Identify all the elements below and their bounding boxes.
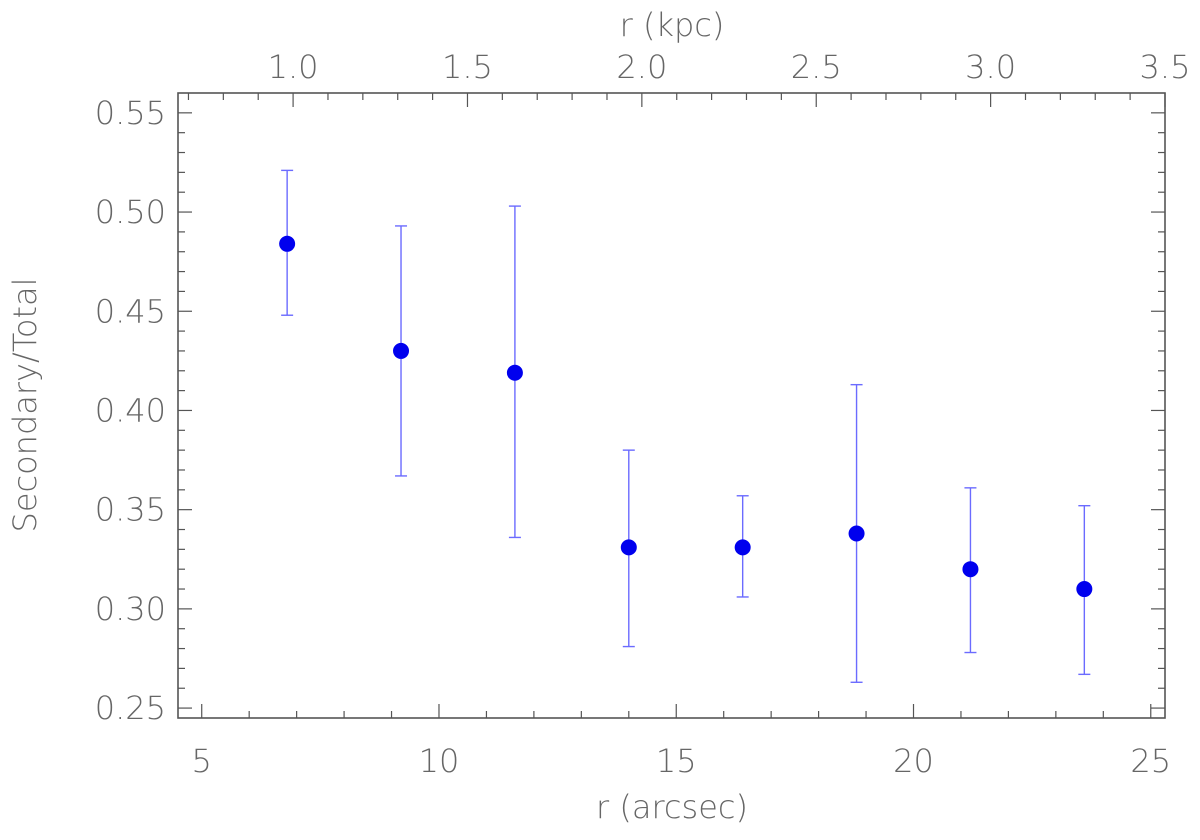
x-tick-label: 10 — [419, 742, 460, 780]
data-point — [734, 539, 751, 556]
top-x-tick-label: 3.0 — [965, 48, 1016, 86]
error-bars — [281, 169, 1091, 683]
top-x-tick-label: 2.0 — [616, 48, 667, 86]
y-tick-label: 0.45 — [95, 292, 166, 330]
x-tick-label: 15 — [656, 742, 697, 780]
y-axis-title: Secondary/Total — [6, 278, 44, 533]
x-tick-label: 20 — [893, 742, 934, 780]
data-point — [393, 342, 410, 359]
data-point — [962, 561, 979, 578]
x-tick-label: 5 — [192, 742, 212, 780]
axis-ticks: 5 10 15 20 25 1.0 1.5 2.0 2.5 3.0 3.5 0.25 0.30 0.35 0… — [95, 48, 1191, 780]
plot-frame — [177, 92, 1166, 719]
y-tick-label: 0.25 — [95, 689, 166, 727]
top-x-axis-title: r (kpc) — [620, 6, 725, 44]
x-tick-label: 25 — [1130, 742, 1171, 780]
data-point — [1076, 581, 1093, 598]
y-tick-label: 0.35 — [95, 491, 166, 529]
top-x-tick-label: 3.5 — [1140, 48, 1191, 86]
y-tick-label: 0.50 — [95, 193, 166, 231]
top-x-tick-label: 2.5 — [791, 48, 842, 86]
data-points — [279, 235, 1093, 598]
data-point — [506, 364, 523, 381]
data-point — [620, 539, 637, 556]
x-axis-title: r (arcsec) — [596, 788, 748, 826]
y-tick-label: 0.40 — [95, 391, 166, 429]
data-point — [279, 235, 296, 252]
y-tick-label: 0.30 — [95, 590, 166, 628]
top-x-tick-label: 1.5 — [442, 48, 493, 86]
data-point — [848, 525, 865, 542]
y-tick-label: 0.55 — [95, 94, 166, 132]
top-x-tick-label: 1.0 — [268, 48, 319, 86]
